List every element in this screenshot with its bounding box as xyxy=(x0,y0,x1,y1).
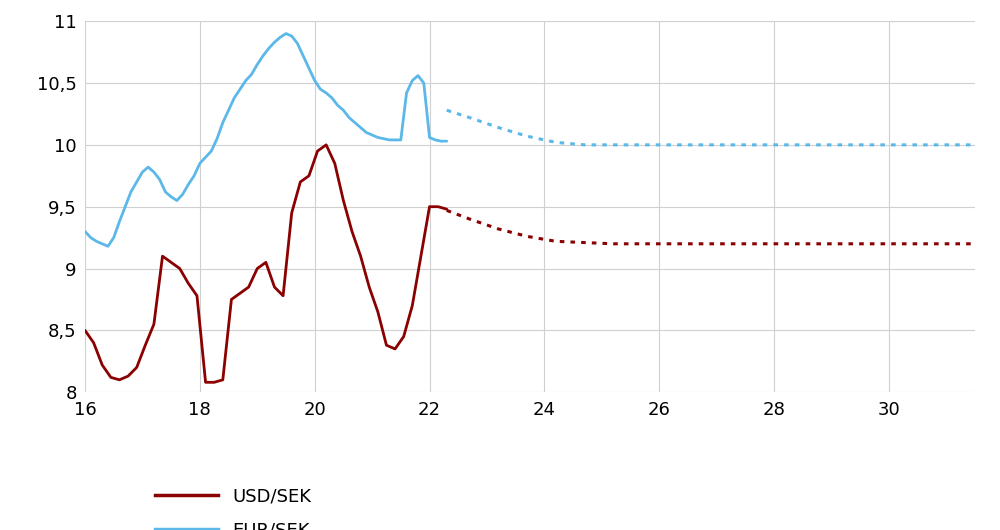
Legend: USD/SEK, EUR/SEK: USD/SEK, EUR/SEK xyxy=(147,481,319,530)
